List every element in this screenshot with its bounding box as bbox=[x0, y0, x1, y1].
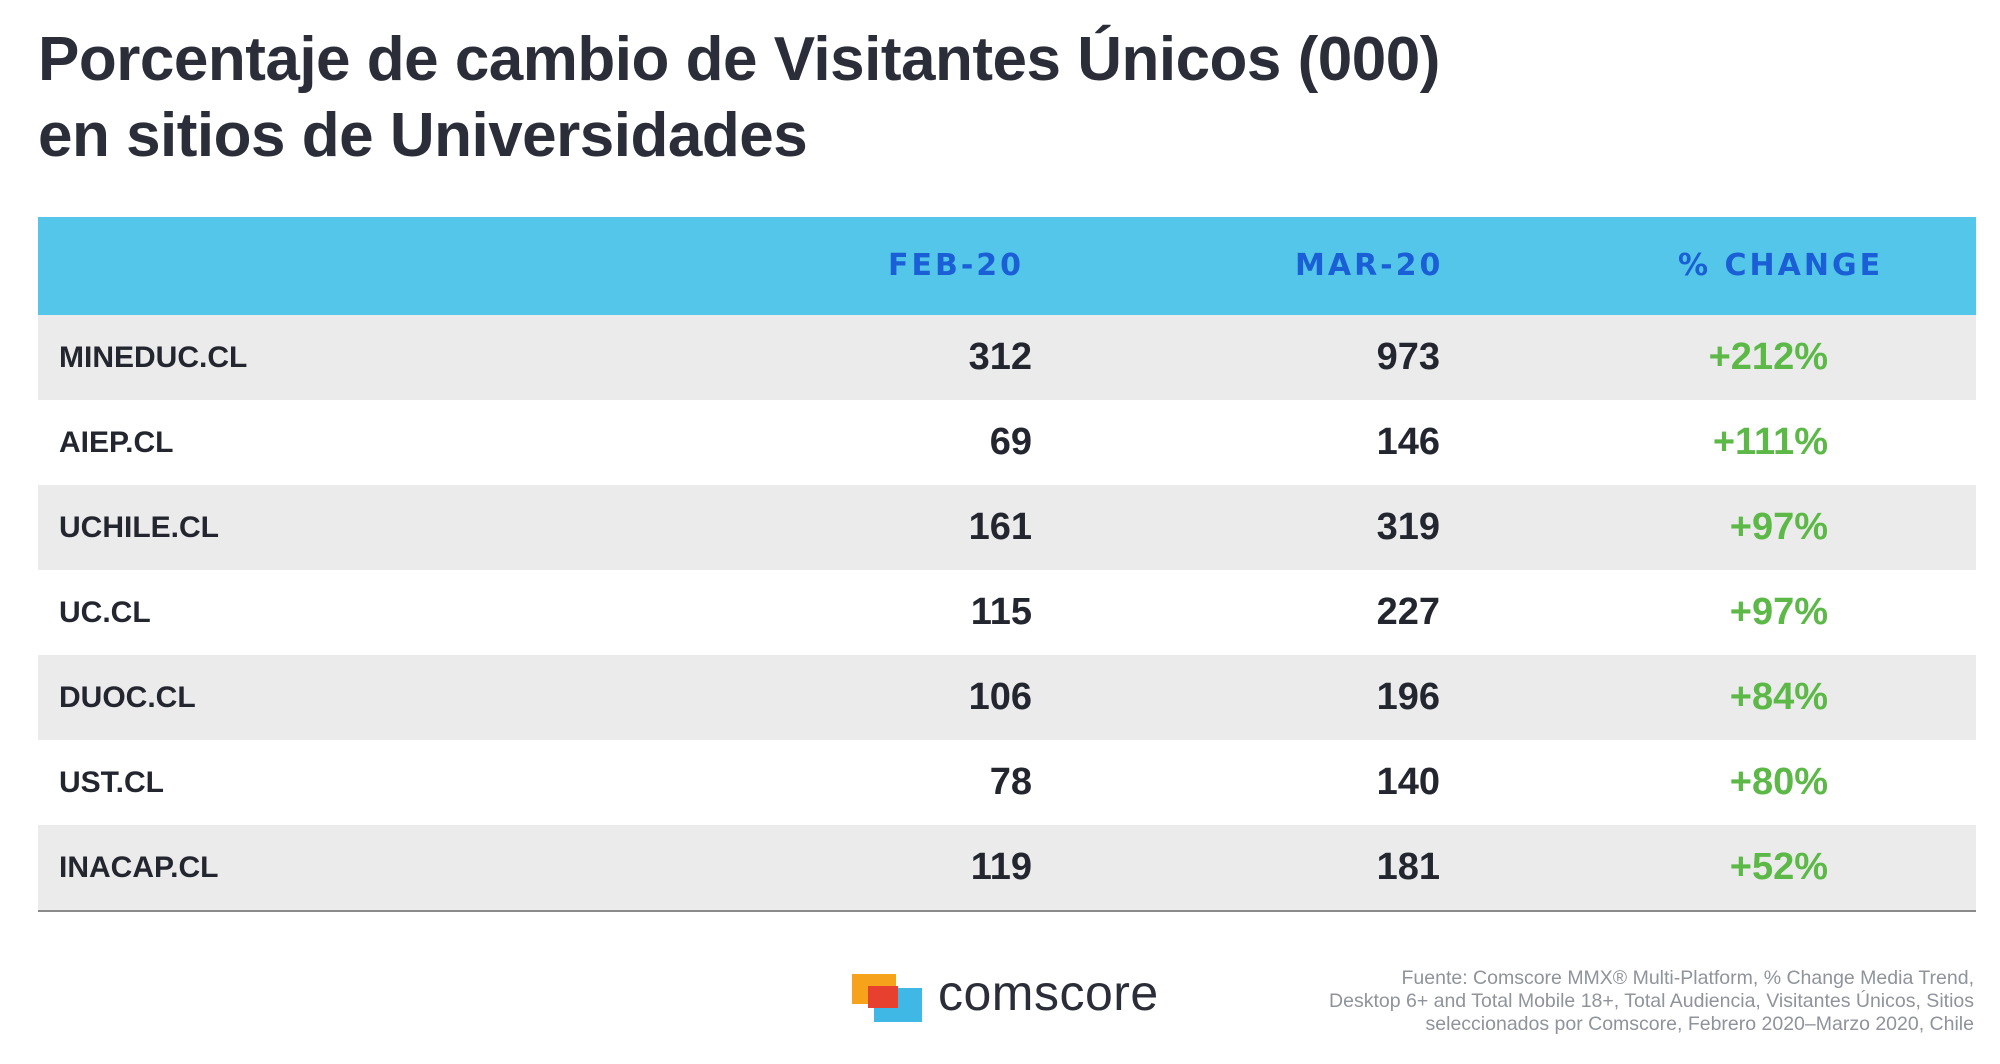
header-mar: MAR-20 bbox=[1295, 248, 1444, 283]
change-value-cell: +212% bbox=[1708, 336, 1828, 378]
source-line-3: seleccionados por Comscore, Febrero 2020… bbox=[1425, 1013, 1974, 1035]
title-line-2: en sitios de Universidades bbox=[38, 101, 808, 170]
site-cell: AIEP.CL bbox=[59, 426, 174, 459]
source-line-2: Desktop 6+ and Total Mobile 18+, Total A… bbox=[1329, 990, 1974, 1012]
data-table: FEB-20 MAR-20 % CHANGE MINEDUC.CL 312 973 +… bbox=[38, 217, 1976, 912]
change-value-cell: +97% bbox=[1729, 591, 1828, 633]
mar-value-cell: 140 bbox=[1376, 761, 1440, 803]
mar-value-cell: 146 bbox=[1376, 421, 1440, 463]
feb-value-cell: 106 bbox=[968, 676, 1032, 718]
table-row: DUOC.CL 106 196 +84% bbox=[38, 655, 1976, 740]
feb-value-cell: 69 bbox=[989, 421, 1032, 463]
header-change: % CHANGE bbox=[1678, 248, 1884, 283]
table-row: INACAP.CL 119 181 +52% bbox=[38, 825, 1976, 910]
feb-value-cell: 161 bbox=[968, 506, 1032, 548]
brand-name: comscore bbox=[938, 965, 1159, 1021]
site-cell: DUOC.CL bbox=[59, 681, 196, 714]
table-row: UST.CL 78 140 +80% bbox=[38, 740, 1976, 825]
source-note: Fuente: Comscore MMX® Multi-Platform, % … bbox=[1214, 967, 1974, 1036]
change-value-cell: +97% bbox=[1729, 506, 1828, 548]
mar-value-cell: 973 bbox=[1376, 336, 1440, 378]
change-value-cell: +84% bbox=[1729, 676, 1828, 718]
change-value-cell: +52% bbox=[1729, 846, 1828, 888]
table-bottom-rule bbox=[38, 910, 1976, 912]
table-row: AIEP.CL 69 146 +111% bbox=[38, 400, 1976, 485]
site-cell: UST.CL bbox=[59, 766, 164, 799]
table-header: FEB-20 MAR-20 % CHANGE bbox=[38, 217, 1976, 315]
title-line-1: Porcentaje de cambio de Visitantes Único… bbox=[38, 25, 1440, 94]
site-cell: UC.CL bbox=[59, 596, 151, 629]
chart-title: Porcentaje de cambio de Visitantes Único… bbox=[38, 22, 1638, 174]
mar-value-cell: 227 bbox=[1376, 591, 1440, 633]
table-row: UC.CL 115 227 +97% bbox=[38, 570, 1976, 655]
mar-value-cell: 319 bbox=[1376, 506, 1440, 548]
feb-value-cell: 312 bbox=[968, 336, 1032, 378]
table-body: MINEDUC.CL 312 973 +212% AIEP.CL 69 146 +111% UC… bbox=[38, 315, 1976, 910]
source-line-1: Fuente: Comscore MMX® Multi-Platform, % … bbox=[1401, 967, 1975, 989]
site-cell: INACAP.CL bbox=[59, 851, 219, 884]
comscore-logo-icon bbox=[852, 974, 922, 1022]
mar-value-cell: 196 bbox=[1376, 676, 1440, 718]
table-row: MINEDUC.CL 312 973 +212% bbox=[38, 315, 1976, 400]
site-cell: MINEDUC.CL bbox=[59, 341, 248, 374]
mar-value-cell: 181 bbox=[1376, 846, 1440, 888]
feb-value-cell: 78 bbox=[989, 761, 1032, 803]
site-cell: UCHILE.CL bbox=[59, 511, 219, 544]
change-value-cell: +111% bbox=[1712, 421, 1828, 463]
table-row: UCHILE.CL 161 319 +97% bbox=[38, 485, 1976, 570]
change-value-cell: +80% bbox=[1729, 761, 1828, 803]
header-feb: FEB-20 bbox=[888, 248, 1025, 283]
feb-value-cell: 119 bbox=[970, 846, 1032, 888]
feb-value-cell: 115 bbox=[970, 591, 1032, 633]
